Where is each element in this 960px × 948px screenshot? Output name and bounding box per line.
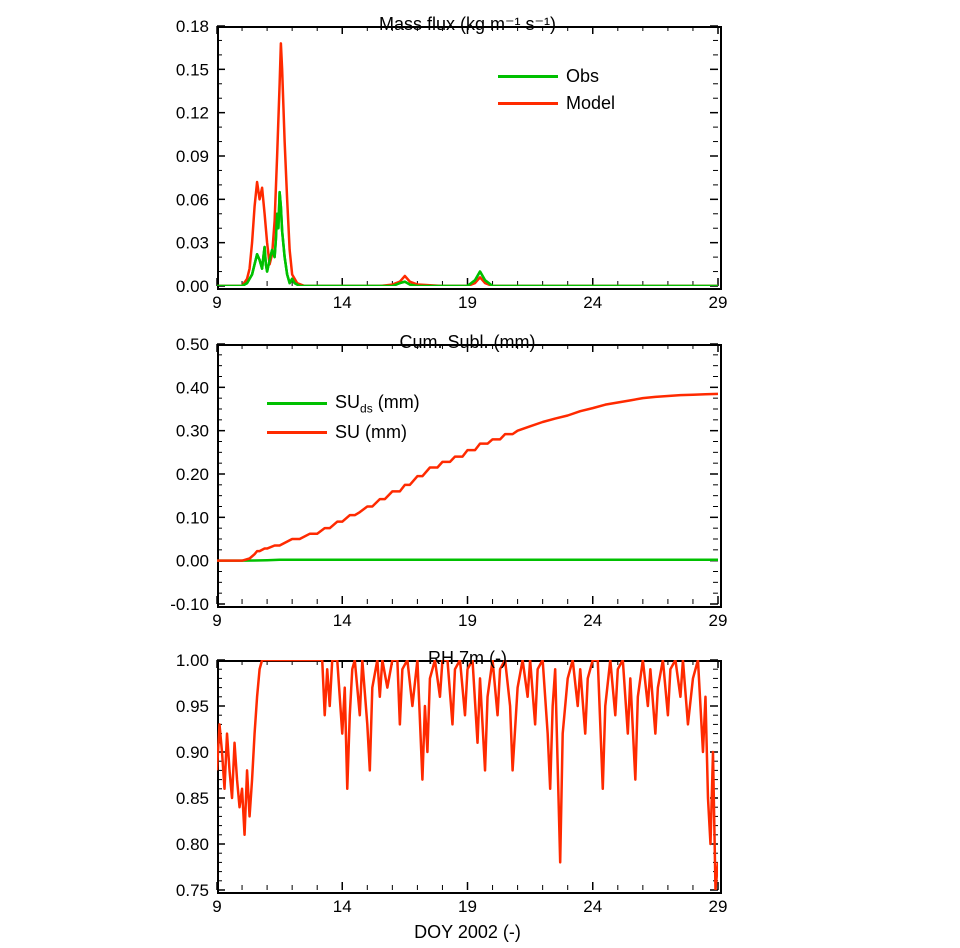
- svg-text:9: 9: [212, 897, 221, 916]
- panel3-title: RH 7m (-): [422, 648, 513, 669]
- svg-text:19: 19: [458, 897, 477, 916]
- svg-text:0.85: 0.85: [176, 789, 209, 808]
- x-axis-label: DOY 2002 (-): [414, 922, 521, 943]
- svg-text:29: 29: [709, 897, 728, 916]
- svg-text:0.90: 0.90: [176, 743, 209, 762]
- chart-page: 9141924290.000.030.060.090.120.150.18 Ma…: [0, 0, 960, 948]
- svg-text:24: 24: [583, 897, 602, 916]
- svg-text:0.80: 0.80: [176, 835, 209, 854]
- svg-text:1.00: 1.00: [176, 651, 209, 670]
- svg-text:0.75: 0.75: [176, 881, 209, 900]
- svg-text:0.95: 0.95: [176, 697, 209, 716]
- svg-text:14: 14: [333, 897, 352, 916]
- rh-svg: 9 14 19 24 29 0.75 0.80 0.85 0.90 0.95 1.00: [0, 0, 960, 948]
